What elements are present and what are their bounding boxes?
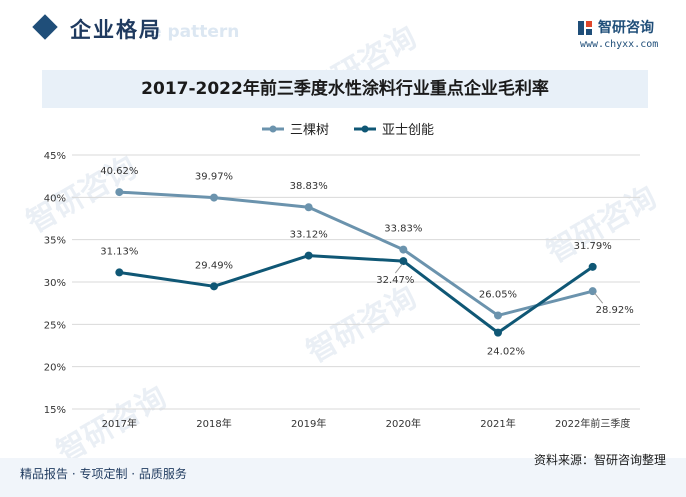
x-tick-label: 2020年	[386, 417, 421, 430]
data-label: 31.79%	[574, 241, 612, 252]
x-tick-label: 2019年	[291, 417, 326, 430]
brand-logo-icon	[578, 21, 592, 35]
section-title: 企业格局	[70, 18, 162, 42]
y-tick-label: 30%	[44, 278, 66, 289]
data-label: 39.97%	[195, 172, 233, 183]
legend-marker-1	[269, 125, 277, 133]
y-tick-label: 25%	[44, 320, 66, 331]
series-line-2	[119, 254, 594, 335]
legend-marker-2	[361, 125, 369, 133]
data-point	[494, 328, 502, 337]
y-tick-label: 40%	[44, 193, 66, 204]
header-bar: e pattern 企业格局 智研咨询 www.chyxx.com	[0, 0, 686, 62]
series-line-1	[119, 190, 594, 317]
data-point	[399, 257, 408, 266]
section-subtitle-ghost: e pattern	[150, 22, 240, 42]
x-tick-label: 2022年前三季度	[555, 417, 630, 430]
leader-line	[394, 263, 403, 274]
y-tick-label: 15%	[44, 405, 66, 416]
data-point	[115, 188, 124, 197]
chart-title: 2017-2022年前三季度水性涂料行业重点企业毛利率	[141, 79, 549, 99]
data-label: 29.49%	[195, 260, 233, 271]
footer-bar	[0, 458, 686, 497]
data-label: 38.83%	[290, 181, 328, 192]
legend-label-2: 亚士创能	[382, 123, 434, 138]
y-tick-label: 20%	[44, 363, 66, 374]
brand-url: www.chyxx.com	[580, 39, 659, 50]
y-tick-label: 35%	[44, 236, 66, 247]
footer-tagline: 精品报告 · 专项定制 · 品质服务	[20, 467, 187, 481]
data-label: 24.02%	[487, 347, 525, 358]
data-label: 33.83%	[384, 224, 422, 235]
data-point	[304, 251, 313, 260]
data-label: 28.92%	[596, 305, 634, 316]
x-tick-label: 2017年	[102, 417, 137, 430]
data-point	[588, 262, 597, 271]
data-label: 31.13%	[100, 246, 138, 257]
chart-title-band	[42, 70, 648, 108]
data-point	[494, 311, 502, 320]
y-tick-label: 45%	[44, 151, 66, 162]
data-label: 33.12%	[290, 230, 328, 241]
x-tick-label: 2021年	[480, 417, 515, 430]
legend-label-1: 三棵树	[290, 123, 329, 138]
brand-name: 智研咨询	[598, 20, 654, 36]
data-point	[115, 268, 124, 277]
data-label: 32.47%	[376, 275, 414, 286]
data-label: 26.05%	[479, 289, 517, 300]
data-point	[399, 245, 408, 254]
leader-line	[594, 292, 604, 304]
data-label: 40.62%	[100, 166, 138, 177]
data-point	[210, 193, 218, 202]
data-point	[210, 282, 218, 291]
data-point	[304, 203, 313, 212]
source-note: 资料来源：智研咨询整理	[533, 453, 666, 467]
x-tick-label: 2018年	[196, 417, 231, 430]
